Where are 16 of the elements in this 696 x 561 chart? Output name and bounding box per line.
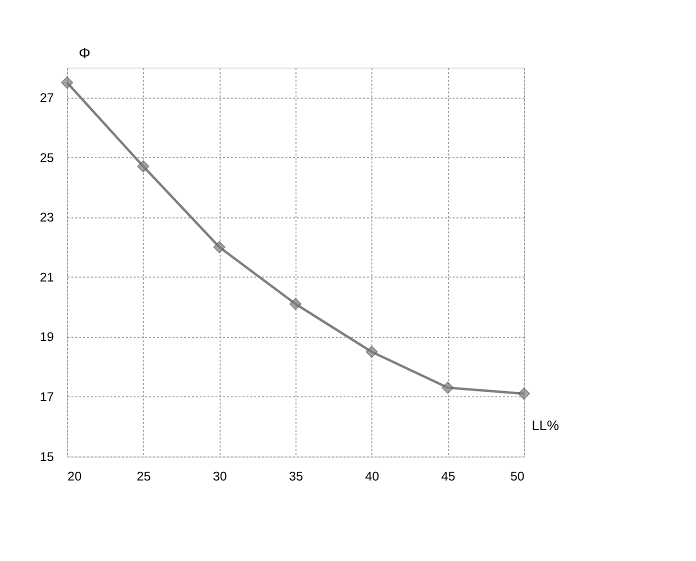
y-tick-label: 23 (40, 210, 54, 225)
y-tick-label: 27 (40, 90, 54, 105)
x-tick-label: 25 (136, 469, 151, 484)
y-tick-label: 25 (40, 150, 54, 165)
x-tick-label: 30 (212, 469, 227, 484)
y-axis-title: Φ (78, 46, 90, 62)
y-tick-label: 17 (40, 390, 54, 404)
y-tick-label: 21 (40, 270, 54, 284)
y-tick-label: 19 (40, 330, 54, 344)
x-tick-label: 50 (510, 469, 524, 484)
x-tick-label: 40 (365, 469, 380, 484)
y-tick-label: 15 (40, 450, 54, 464)
x-tick-label: 45 (441, 469, 456, 484)
x-axis-title: LL% (532, 418, 559, 434)
x-tick-label: 20 (68, 469, 82, 484)
x-tick-label: 35 (288, 469, 304, 484)
